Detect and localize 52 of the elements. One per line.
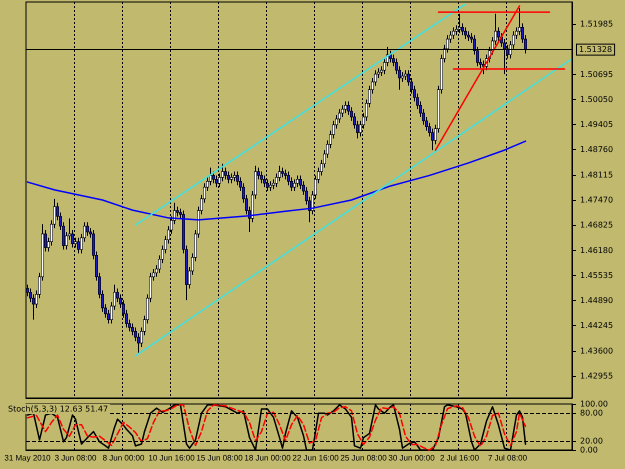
candlestick: [518, 7, 521, 36]
y-tick-label: 80.00: [580, 408, 603, 418]
x-tick-label: 15 Jun 08:00: [196, 454, 244, 462]
candlestick: [233, 171, 236, 182]
chart-title: Stoch(5,3,3) 12.63 51.47: [8, 404, 108, 414]
y-tick-label: 1.46180: [580, 246, 614, 255]
candlestick: [260, 171, 263, 184]
x-tick-label: 10 Jun 16:00: [148, 454, 196, 462]
y-tick-label: 1.50695: [580, 70, 614, 79]
candlestick: [230, 172, 233, 184]
candlestick: [212, 171, 215, 184]
y-tick-label: 1.48760: [580, 145, 614, 154]
candlestick: [176, 206, 179, 217]
candlestick: [344, 100, 347, 114]
y-tick-label: 20.00: [580, 436, 603, 446]
candlestick: [464, 26, 467, 40]
y-tick-label: 1.46825: [580, 220, 614, 230]
candlestick: [293, 178, 296, 192]
x-tick-label: 8 Jun 00:00: [102, 454, 145, 462]
x-tick-label: 3 Jun 08:00: [54, 454, 97, 462]
candlestick: [296, 174, 299, 188]
y-tick-label: 1.48115: [580, 170, 614, 180]
candlestick: [224, 167, 227, 180]
y-tick-label: 1.42955: [580, 371, 614, 380]
candlestick: [227, 171, 230, 184]
y-tick-label: 1.43600: [580, 346, 614, 356]
y-tick-label: 1.49405: [580, 120, 614, 130]
y-tick-label: 1.51985: [580, 20, 614, 29]
candlestick: [452, 26, 455, 40]
y-tick-label: 100.00: [580, 400, 608, 408]
x-tick-label: 31 May 2010: [4, 454, 52, 462]
x-tick-label: 22 Jun 16:00: [292, 454, 340, 462]
y-tick-label: 1.47470: [580, 196, 614, 204]
y-tick-label: 0.00: [580, 446, 598, 454]
candlestick: [467, 30, 470, 42]
candlestick: [404, 70, 407, 80]
x-tick-label: 7 Jul 08:00: [488, 454, 528, 462]
y-tick-label: 1.44245: [580, 321, 614, 330]
candlestick: [281, 167, 284, 178]
x-tick-label: 18 Jun 00:00: [244, 454, 292, 462]
y-tick-label: 1.44890: [580, 296, 614, 306]
y-tick-label: 1.45535: [580, 270, 614, 280]
ref-line-label: 1.51328: [579, 45, 612, 54]
candlestick: [401, 72, 404, 82]
candlestick: [77, 237, 80, 254]
x-tick-label: 2 Jul 16:00: [440, 454, 480, 462]
x-tick-label: 30 Jun 00:00: [388, 454, 436, 462]
y-tick-label: 1.50050: [580, 94, 614, 104]
candlestick: [86, 222, 89, 236]
x-tick-label: 25 Jun 08:00: [340, 454, 388, 462]
line-series: [26, 140, 526, 221]
candlestick: [269, 180, 272, 192]
